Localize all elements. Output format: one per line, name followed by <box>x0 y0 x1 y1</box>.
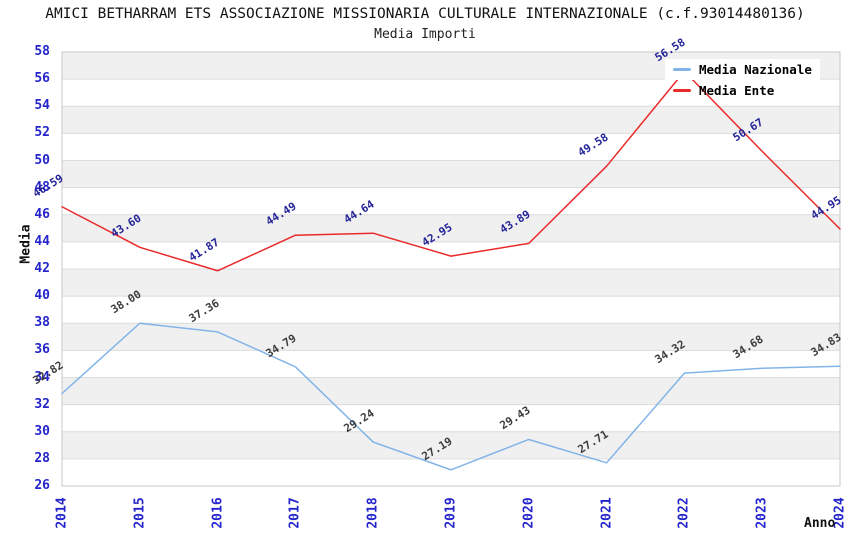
plot-band <box>62 79 840 107</box>
chart-title: AMICI BETHARRAM ETS ASSOCIAZIONE MISSION… <box>45 6 805 22</box>
media-nazionale-line-swatch <box>673 68 691 71</box>
plot-border <box>61 51 841 487</box>
plot-band <box>62 431 840 459</box>
legend-item-media-ente[interactable]: Media Ente <box>665 80 820 101</box>
legend-label-media-ente: Media Ente <box>699 83 775 98</box>
y-axis-title: Media <box>18 224 34 264</box>
legend-label-media-nazionale: Media Nazionale <box>699 62 812 77</box>
series-line-media-nazionale <box>61 322 841 471</box>
plot-band <box>62 377 840 405</box>
plot-band <box>62 269 840 297</box>
x-axis-title: Anno <box>804 516 836 531</box>
legend-item-media-nazionale[interactable]: Media Nazionale <box>665 59 820 80</box>
plot-band <box>62 323 840 351</box>
chart-subtitle: Media Importi <box>374 27 476 42</box>
plot-band <box>62 404 840 432</box>
plot-band <box>62 160 840 188</box>
plot-band <box>62 106 840 134</box>
plot-band <box>62 133 840 161</box>
series-line-media-ente <box>61 70 841 272</box>
plot-band <box>62 296 840 324</box>
legend: Media Nazionale Media Ente <box>665 59 820 101</box>
plot-band <box>62 214 840 242</box>
plot-band <box>62 458 840 486</box>
media-ente-line-swatch <box>673 89 691 92</box>
plot-band <box>62 187 840 215</box>
plot-band <box>62 350 840 378</box>
